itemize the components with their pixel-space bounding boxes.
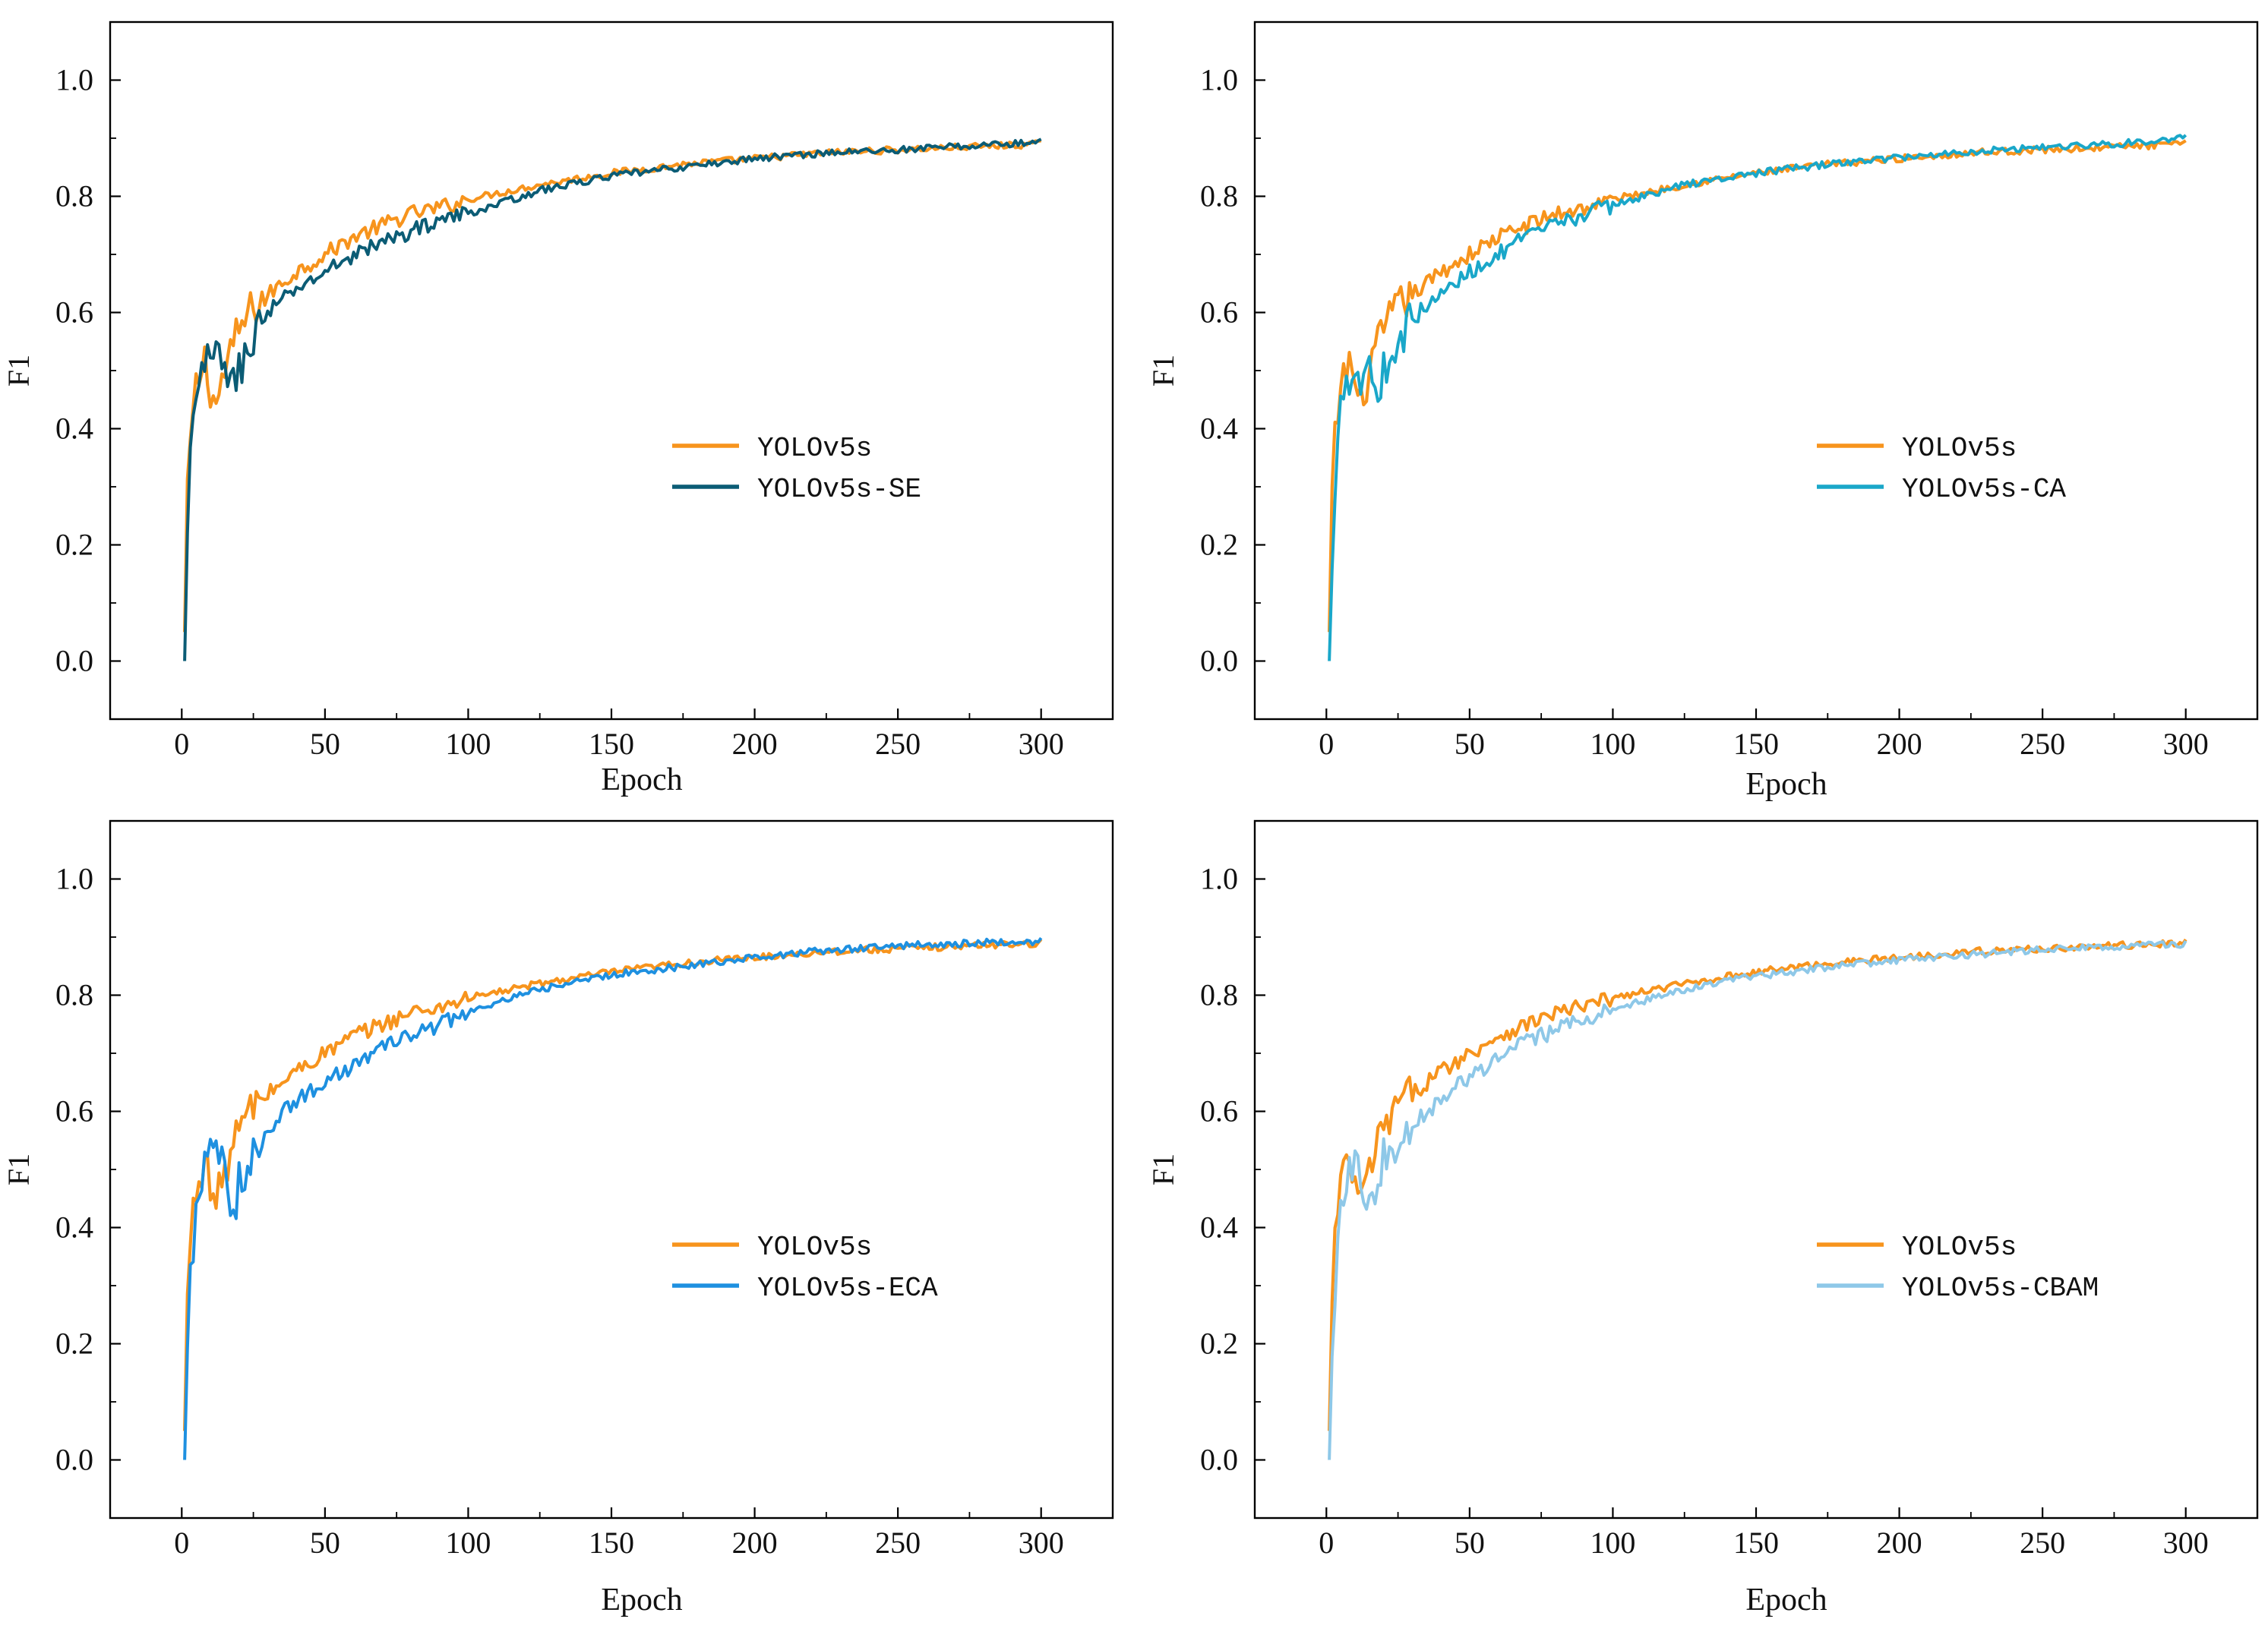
legend-label: YOLOv5s-CA [1902,474,2066,505]
y-tick-label: 0.4 [1200,412,1238,446]
x-tick-label: 0 [1319,1526,1334,1560]
x-tick-label: 150 [589,1526,634,1560]
x-axis-label: Epoch [1745,1583,1827,1617]
legend-label: YOLOv5s-CBAM [1902,1273,2099,1304]
y-axis-label: F1 [1146,355,1180,387]
x-tick-label: 250 [2020,1526,2065,1560]
y-axis-label: F1 [2,355,36,387]
y-tick-label: 0.8 [55,978,93,1012]
y-tick-label: 0.8 [55,179,93,213]
y-tick-label: 1.0 [55,63,93,97]
y-axis-label: F1 [1146,1154,1180,1185]
y-tick-label: 0.0 [1200,644,1238,678]
x-tick-label: 50 [310,1526,340,1560]
x-tick-label: 300 [2163,1526,2209,1560]
series-line-yolov5s [183,938,1043,1431]
y-tick-label: 0.2 [1200,1327,1238,1361]
x-tick-label: 100 [1590,727,1635,761]
x-tick-label: 100 [445,1526,491,1560]
x-tick-label: 50 [1455,1526,1485,1560]
legend-label: YOLOv5s [1902,433,2017,464]
x-tick-label: 200 [1877,727,1922,761]
x-tick-label: 0 [174,727,189,761]
series-line-yolov5s-ca [1328,134,2187,661]
y-tick-label: 0.8 [1200,978,1238,1012]
y-tick-label: 0.2 [55,528,93,562]
legend-label: YOLOv5s-ECA [757,1273,938,1304]
x-tick-label: 200 [732,1526,778,1560]
y-tick-label: 0.6 [55,1094,93,1128]
x-axis-label: Epoch [1745,767,1827,802]
x-axis-label: Epoch [601,1583,682,1617]
x-tick-label: 0 [1319,727,1334,761]
x-tick-label: 200 [732,727,778,761]
series-line-yolov5s-se [183,137,1042,661]
legend-label: YOLOv5s [757,1232,872,1263]
x-tick-label: 50 [310,727,340,761]
y-tick-label: 0.2 [1200,528,1238,562]
y-tick-label: 0.4 [55,1210,93,1245]
y-tick-label: 0.0 [55,1443,93,1477]
y-tick-label: 1.0 [1200,63,1238,97]
y-axis-label: F1 [2,1154,36,1185]
y-tick-label: 1.0 [55,862,93,896]
y-tick-label: 0.6 [1200,295,1238,330]
legend-label: YOLOv5s [757,433,872,464]
y-tick-label: 0.6 [1200,1094,1238,1128]
x-tick-label: 300 [1019,1526,1064,1560]
chart-panel-3: 0 50 100 150 200 250 300 0.0 0.2 0.4 0.6 0.8 1.0 Epoc… [2,819,1114,1617]
x-tick-label: 250 [875,727,921,761]
legend-label: YOLOv5s [1902,1232,2017,1263]
y-tick-label: 0.6 [55,295,93,330]
x-tick-label: 100 [445,727,491,761]
x-tick-label: 250 [875,1526,921,1560]
legend-label: YOLOv5s-SE [757,474,921,505]
x-tick-label: 0 [174,1526,189,1560]
x-tick-label: 300 [1019,727,1064,761]
chart-panel-1: 0 50 100 150 200 250 300 0.0 0.2 0.4 0.6 0.8 1.0 Epoc… [2,21,1114,797]
x-tick-label: 150 [1733,727,1779,761]
y-tick-label: 0.4 [1200,1210,1238,1245]
y-tick-label: 0.8 [1200,179,1238,213]
y-tick-label: 0.0 [1200,1443,1238,1477]
x-tick-label: 50 [1455,727,1485,761]
x-tick-label: 100 [1590,1526,1635,1560]
y-tick-label: 0.4 [55,412,93,446]
y-tick-label: 0.0 [55,644,93,678]
x-tick-label: 250 [2020,727,2065,761]
x-tick-label: 300 [2163,727,2209,761]
series-line-yolov5s-cbam [1328,940,2187,1460]
x-axis-label: Epoch [601,762,682,797]
x-tick-label: 150 [1733,1526,1779,1560]
chart-panel-2: 0 50 100 150 200 250 300 0.0 0.2 0.4 0.6 0.8 1.0 Epoc… [1146,21,2259,802]
x-tick-label: 150 [589,727,634,761]
y-tick-label: 1.0 [1200,862,1238,896]
series-line-yolov5s-eca [183,937,1043,1460]
chart-panel-4: 0 50 100 150 200 250 300 0.0 0.2 0.4 0.6 0.8 1.0 Epoc… [1146,819,2259,1617]
y-tick-label: 0.2 [55,1327,93,1361]
x-tick-label: 200 [1877,1526,1922,1560]
